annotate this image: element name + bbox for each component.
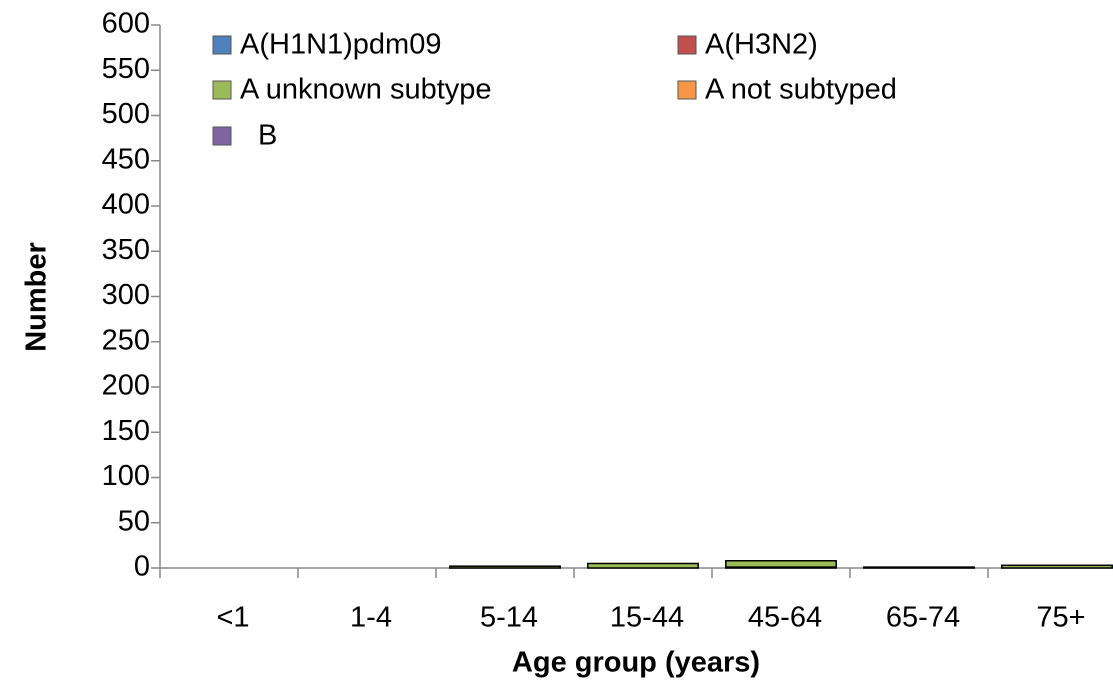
bar-segment bbox=[587, 562, 699, 569]
bar-segment bbox=[863, 566, 975, 569]
y-axis-title: Number bbox=[21, 242, 53, 352]
legend-label: A unknown subtype bbox=[240, 74, 492, 106]
y-tick-label: 600 bbox=[102, 8, 150, 40]
y-tick-label: 200 bbox=[102, 370, 150, 402]
y-tick-label: 100 bbox=[102, 460, 150, 492]
legend-swatch bbox=[212, 126, 232, 146]
y-tick-label: 450 bbox=[102, 143, 150, 175]
bar-segment bbox=[1001, 564, 1113, 569]
x-tick-label: 1-4 bbox=[350, 602, 392, 634]
bar-segment bbox=[449, 565, 561, 569]
y-tick-label: 250 bbox=[102, 324, 150, 356]
legend-swatch bbox=[212, 80, 232, 100]
legend-label: A(H1N1)pdm09 bbox=[240, 29, 441, 61]
legend-label: A not subtyped bbox=[705, 74, 897, 106]
legend-swatch bbox=[677, 35, 697, 55]
x-tick-label: 65-74 bbox=[886, 602, 960, 634]
legend-label: B bbox=[258, 120, 277, 152]
y-tick-label: 300 bbox=[102, 279, 150, 311]
legend-label: A(H3N2) bbox=[705, 29, 818, 61]
y-tick-label: 550 bbox=[102, 53, 150, 85]
x-tick-label: 45-64 bbox=[748, 602, 822, 634]
x-tick-label: 5-14 bbox=[480, 602, 538, 634]
y-tick-label: 350 bbox=[102, 234, 150, 266]
y-tick-label: 150 bbox=[102, 415, 150, 447]
y-tick-label: 400 bbox=[102, 189, 150, 221]
x-tick-label: 15-44 bbox=[610, 602, 684, 634]
x-axis-title: Age group (years) bbox=[512, 647, 760, 679]
bar-segment bbox=[725, 560, 837, 568]
y-tick-label: 0 bbox=[134, 551, 150, 583]
y-tick-label: 50 bbox=[118, 505, 150, 537]
x-tick-label: <1 bbox=[216, 602, 249, 634]
x-tick-label: 75+ bbox=[1036, 602, 1085, 634]
y-tick-label: 500 bbox=[102, 98, 150, 130]
legend-swatch bbox=[212, 35, 232, 55]
legend-swatch bbox=[677, 80, 697, 100]
